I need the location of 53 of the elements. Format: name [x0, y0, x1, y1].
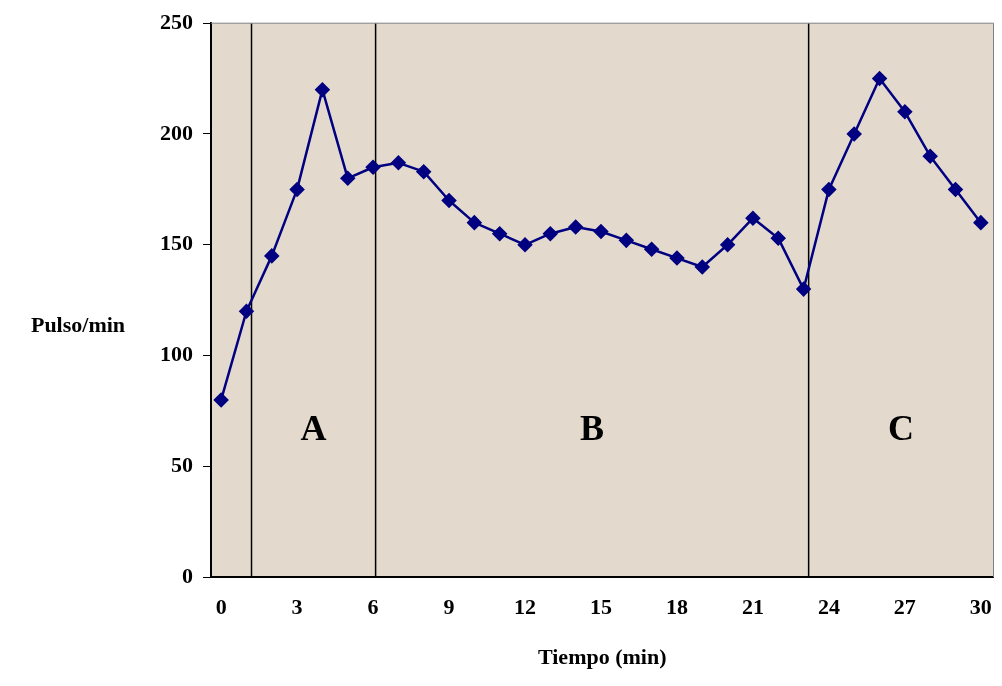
x-tick-label: 0 [215, 594, 227, 620]
point [771, 230, 786, 246]
point [416, 164, 431, 179]
point [568, 219, 583, 235]
point [593, 224, 609, 239]
point [821, 182, 837, 197]
point [644, 241, 659, 257]
annotation: B [580, 407, 605, 448]
point [897, 104, 913, 120]
point [948, 182, 963, 197]
point [669, 250, 685, 266]
point [264, 248, 280, 264]
y-tick-label: 200 [160, 119, 193, 145]
x-tick-label: 24 [817, 594, 840, 620]
point [340, 171, 355, 186]
point [441, 193, 457, 208]
x-tick-label: 21 [741, 594, 764, 620]
point [467, 215, 482, 230]
x-tick-label: 18 [665, 594, 688, 620]
point [289, 182, 305, 197]
x-tick-label: 9 [443, 594, 455, 620]
point [846, 126, 862, 142]
y-tick-label: 50 [171, 452, 193, 478]
x-tick-label: 6 [367, 594, 379, 620]
y-tick-label: 100 [160, 341, 193, 367]
x-tick-label: 27 [893, 594, 916, 620]
x-tick-label: 15 [589, 594, 612, 620]
point [492, 226, 507, 241]
point [745, 210, 761, 226]
point [517, 237, 533, 253]
point [391, 155, 406, 171]
x-tick-label: 12 [514, 594, 537, 620]
x-tick-label: 30 [969, 594, 992, 620]
point [695, 259, 710, 275]
y-tick-label: 0 [182, 562, 193, 588]
point [543, 226, 558, 241]
x-tick-label: 3 [291, 594, 303, 620]
point [619, 233, 634, 248]
x-axis-title: Tiempo (min) [537, 644, 667, 670]
point [239, 304, 254, 319]
point [365, 159, 381, 175]
point [213, 392, 229, 408]
point [720, 237, 735, 253]
point [973, 215, 989, 230]
y-axis-title: Pulso/min [30, 311, 126, 337]
point [872, 71, 887, 86]
y-tick-label: 150 [160, 230, 193, 256]
y-tick-label: 250 [160, 8, 193, 34]
point [315, 82, 330, 97]
annotation: C [888, 407, 915, 448]
point [796, 281, 811, 297]
annotation: A [300, 407, 327, 448]
point [922, 148, 938, 164]
